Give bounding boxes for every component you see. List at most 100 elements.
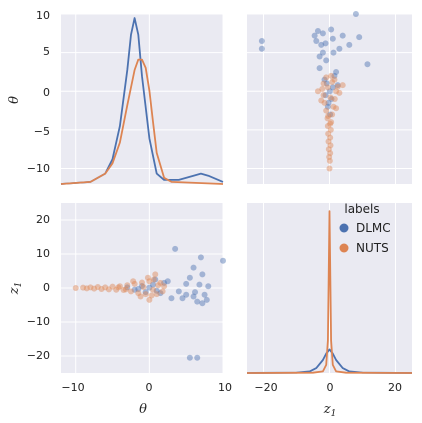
nuts-point-bl-7 (102, 284, 109, 291)
nuts-point-bl-34 (122, 286, 129, 293)
nuts-point-tr-14 (323, 107, 330, 114)
nuts-point-tr-6 (325, 138, 332, 145)
xlabel-z1: z1 (323, 402, 337, 419)
nuts-point-bl-27 (144, 274, 151, 281)
nuts-point-bl-11 (116, 283, 123, 290)
nuts-point-tr-34 (325, 113, 332, 119)
dlmc-point-tr-14 (313, 38, 320, 45)
ytick-z1-neg20: −20 (27, 349, 50, 362)
ylabel-z1: z1 (7, 282, 24, 296)
dlmc-point-tr-15 (329, 35, 336, 42)
ytick-theta-neg5: −5 (34, 125, 50, 138)
dlmc-point-bl-20 (205, 283, 212, 290)
ytick-theta-neg10: −10 (27, 162, 50, 175)
dlmc-point-bl-21 (186, 354, 193, 361)
nuts-point-bl-17 (139, 279, 145, 286)
dlmc-point-tr-23 (352, 11, 359, 17)
x-ticks-theta-col: −10 0 10 (61, 381, 232, 394)
nuts-point-bl-6 (98, 286, 105, 293)
dlmc-point-tr-27 (316, 53, 323, 60)
nuts-point-bl-19 (146, 278, 153, 285)
dlmc-point-tr-29 (322, 40, 329, 47)
dlmc-point-tr-22 (258, 38, 265, 45)
dlmc-point-bl-8 (168, 295, 175, 302)
kde-theta-nuts-line (60, 58, 224, 185)
dlmc-point-tr-19 (314, 28, 321, 34)
dlmc-point-bl-15 (196, 281, 203, 288)
dlmc-point-bl-27 (179, 295, 186, 302)
nuts-point-bl-22 (153, 291, 160, 298)
legend-title: labels (344, 202, 379, 216)
xtick-z1-neg20: −20 (254, 381, 277, 394)
nuts-point-tr-8 (325, 130, 332, 137)
nuts-point-tr-15 (330, 103, 337, 110)
dlmc-point-bl-12 (186, 274, 193, 281)
nuts-point-bl-29 (137, 293, 144, 300)
dlmc-point-bl-5 (150, 281, 157, 288)
panel-scatter-z1-vs-theta (61, 203, 226, 373)
ytick-theta-0: 0 (43, 86, 50, 99)
nuts-point-tr-33 (329, 79, 336, 85)
dlmc-point-bl-1 (131, 286, 138, 293)
dlmc-point-tr-5 (329, 84, 336, 91)
panel-scatter-theta-vs-z1 (247, 11, 412, 184)
dlmc-point-tr-24 (325, 99, 332, 106)
nuts-point-bl-21 (150, 276, 157, 283)
dlmc-point-bl-26 (157, 290, 164, 297)
nuts-point-tr-21 (334, 83, 341, 90)
dlmc-point-bl-25 (152, 276, 159, 283)
dlmc-point-bl-22 (194, 354, 201, 361)
nuts-point-tr-1 (326, 157, 333, 164)
nuts-point-tr-20 (319, 85, 326, 92)
dlmc-point-tr-20 (328, 26, 335, 33)
nuts-point-tr-12 (324, 115, 331, 122)
dlmc-point-tr-0 (327, 111, 334, 118)
dlmc-point-bl-3 (142, 289, 149, 296)
nuts-point-bl-26 (152, 271, 159, 278)
dlmc-point-tr-2 (328, 96, 335, 102)
ylabel-z1-sub: 1 (14, 282, 24, 288)
dlmc-point-bl-24 (135, 286, 142, 293)
kde-z1-dlmc-line (246, 348, 413, 374)
nuts-point-bl-24 (159, 288, 166, 295)
nuts-point-bl-33 (155, 282, 162, 289)
ylabel-theta: θ (7, 96, 22, 104)
nuts-point-bl-35 (115, 284, 122, 291)
nuts-point-tr-7 (327, 134, 334, 141)
nuts-point-bl-2 (83, 285, 90, 292)
dlmc-point-tr-16 (356, 34, 363, 41)
xtick-z1-20: 20 (388, 381, 402, 394)
dlmc-point-tr-31 (319, 49, 326, 56)
dlmc-point-tr-17 (339, 32, 346, 39)
dlmc-point-bl-10 (175, 288, 182, 295)
dlmc-point-tr-13 (318, 41, 325, 48)
dlmc-point-bl-13 (190, 293, 197, 300)
nuts-point-bl-23 (157, 279, 164, 286)
nuts-point-tr-16 (321, 99, 328, 106)
dlmc-point-bl-31 (183, 291, 190, 298)
dlmc-point-bl-4 (146, 284, 153, 291)
nuts-point-tr-30 (333, 105, 340, 112)
dlmc-point-tr-8 (316, 65, 323, 72)
nuts-point-bl-30 (130, 278, 137, 285)
ytick-z1-0: 0 (43, 281, 50, 294)
nuts-point-tr-26 (339, 82, 346, 89)
nuts-point-bl-14 (127, 288, 134, 295)
dlmc-point-bl-16 (197, 254, 204, 261)
dlmc-point-tr-1 (324, 103, 331, 110)
dlmc-point-tr-3 (322, 92, 329, 99)
dlmc-point-tr-26 (321, 76, 328, 83)
nuts-point-tr-3 (327, 150, 334, 157)
dlmc-point-bl-14 (194, 298, 201, 305)
ytick-z1-20: 20 (36, 213, 50, 226)
panel-kde-z1 (246, 203, 413, 374)
nuts-point-bl-8 (105, 286, 112, 293)
nuts-point-bl-20 (148, 292, 155, 299)
nuts-point-tr-2 (326, 153, 333, 160)
xtick-z1-0: 0 (327, 381, 334, 394)
legend-label-nuts: NUTS (356, 241, 389, 255)
nuts-point-bl-5 (94, 283, 101, 290)
nuts-point-bl-25 (161, 283, 168, 290)
dlmc-point-bl-6 (153, 287, 160, 294)
dlmc-point-bl-2 (139, 282, 145, 289)
